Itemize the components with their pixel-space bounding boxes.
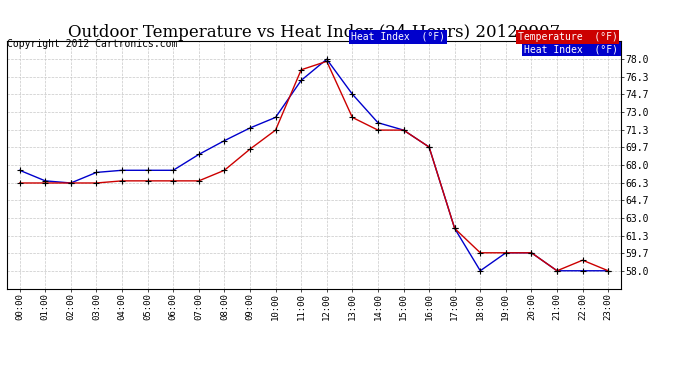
Text: Temperature  (°F): Temperature (°F) — [518, 32, 618, 42]
Text: Heat Index  (°F): Heat Index (°F) — [524, 44, 618, 54]
Title: Outdoor Temperature vs Heat Index (24 Hours) 20120907: Outdoor Temperature vs Heat Index (24 Ho… — [68, 24, 560, 41]
Text: Copyright 2012 Cartronics.com: Copyright 2012 Cartronics.com — [7, 39, 177, 50]
Text: Heat Index  (°F): Heat Index (°F) — [351, 32, 445, 42]
